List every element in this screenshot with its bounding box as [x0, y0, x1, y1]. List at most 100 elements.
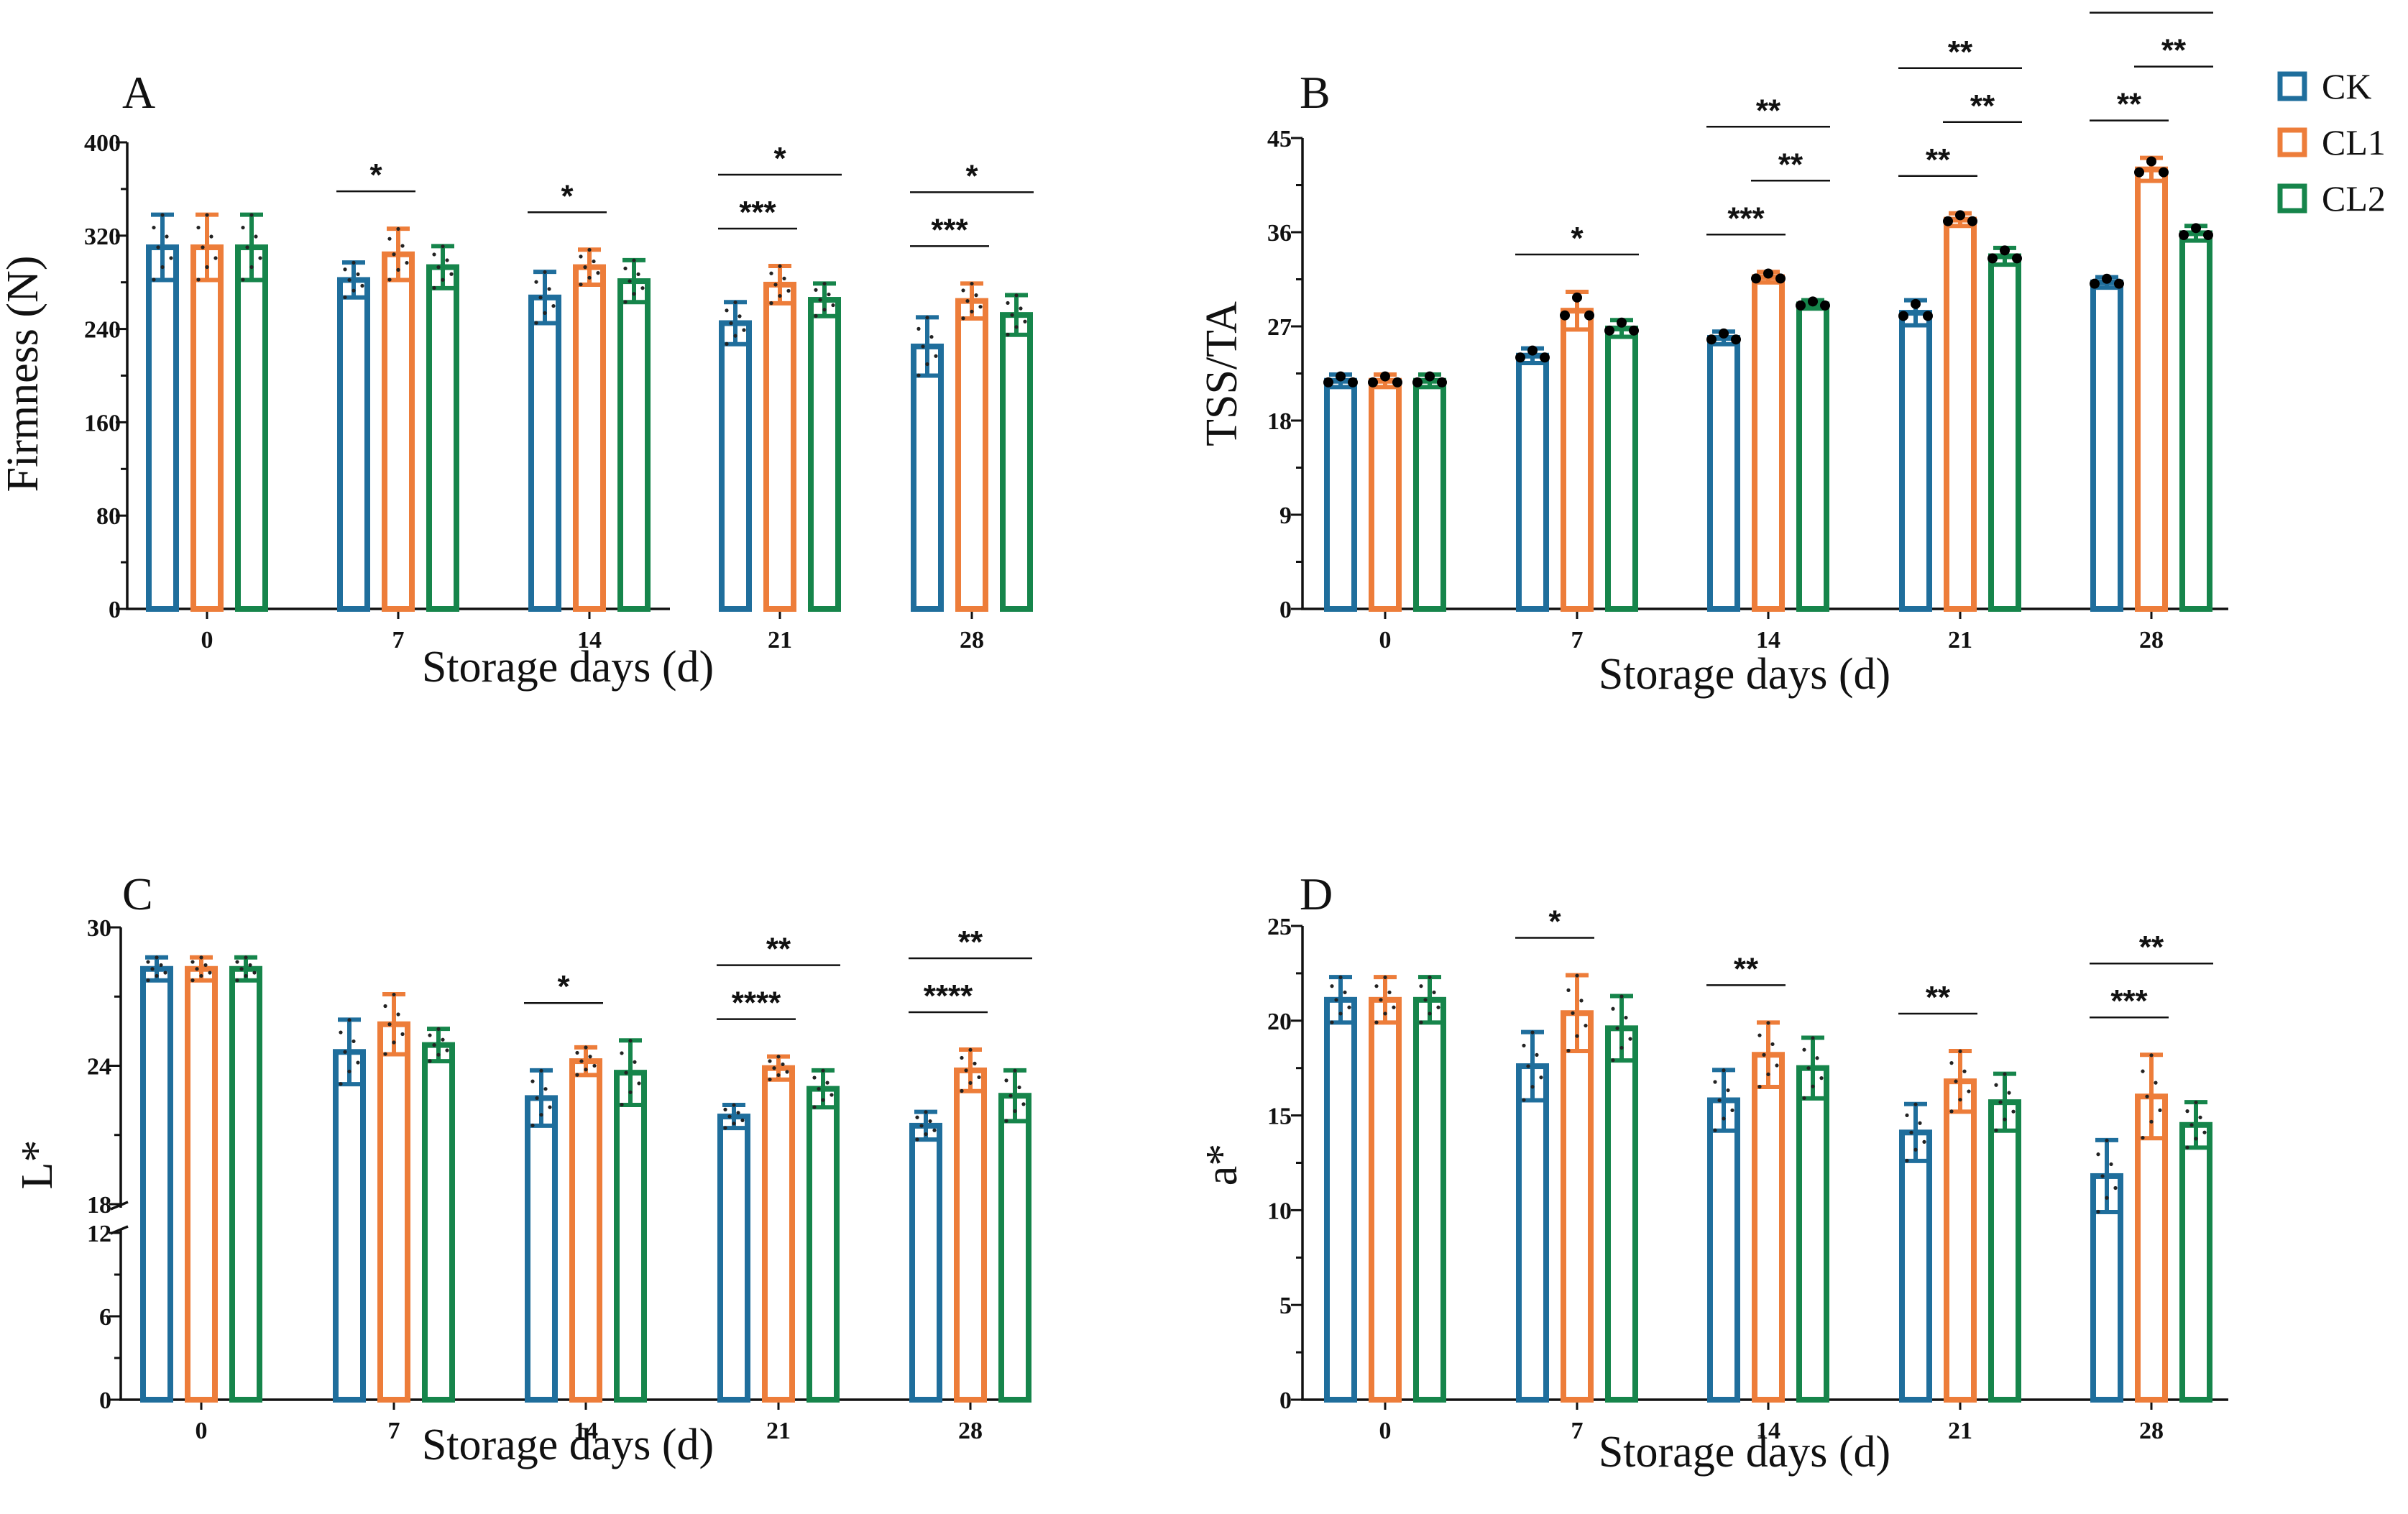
data-point: [1802, 1096, 1806, 1101]
bar: [1324, 996, 1357, 1403]
data-point: [970, 309, 974, 313]
data-point: [2198, 1115, 2202, 1119]
data-point: [1425, 371, 1435, 382]
data-point: [2003, 1072, 2007, 1076]
data-point: [150, 967, 155, 971]
data-point: [392, 1040, 396, 1045]
y-tick-label: 0: [99, 1387, 111, 1414]
data-point: [245, 245, 249, 249]
data-point: [239, 967, 244, 971]
x-axis-title: Storage days (d): [422, 643, 714, 692]
data-point: [2141, 1069, 2145, 1073]
data-point: [1348, 377, 1358, 387]
data-point: [201, 245, 205, 249]
data-point: [1347, 1005, 1351, 1009]
data-point: [1770, 1042, 1775, 1047]
data-point: [628, 1090, 633, 1094]
y-tick-label: 0: [1279, 1387, 1292, 1414]
bar: [1561, 308, 1594, 612]
data-point: [772, 1066, 776, 1070]
data-point: [575, 1073, 579, 1077]
significance-label: *: [561, 178, 574, 214]
data-point: [392, 992, 396, 997]
data-point: [551, 303, 556, 308]
data-point: [2149, 1053, 2154, 1057]
bar: [1707, 1097, 1740, 1403]
data-point: [1762, 1052, 1766, 1057]
y-tick-label: 320: [84, 224, 121, 250]
data-point: [1368, 377, 1378, 387]
data-point: [436, 265, 441, 270]
data-point: [258, 256, 262, 260]
data-point: [592, 1063, 597, 1068]
data-point: [1336, 371, 1346, 382]
data-point: [356, 1060, 360, 1065]
data-point: [1380, 371, 1390, 382]
data-point: [199, 955, 203, 960]
data-point: [623, 300, 628, 304]
data-point: [965, 299, 970, 303]
significance-label: ****: [732, 986, 781, 1021]
data-point: [725, 341, 729, 347]
y-tick-label: 30: [87, 915, 111, 942]
data-point: [1802, 1047, 1806, 1052]
data-point: [628, 1039, 633, 1043]
data-point: [1913, 1147, 1918, 1152]
bar: [1605, 325, 1638, 612]
data-point: [432, 285, 436, 290]
x-tick-label: 14: [1756, 1418, 1780, 1444]
data-point: [203, 963, 208, 968]
x-tick-label: 7: [1571, 1418, 1584, 1444]
data-point: [1539, 1075, 1543, 1080]
y-tick-label: 9: [1279, 503, 1292, 529]
data-point: [387, 237, 392, 241]
data-point: [1811, 1036, 1815, 1040]
panel-letter: B: [1300, 67, 1331, 118]
data-point: [822, 281, 827, 286]
significance-label: ***: [2110, 983, 2148, 1019]
data-point: [732, 1121, 736, 1126]
data-point: [538, 295, 543, 300]
bar: [807, 1086, 840, 1403]
data-point: [534, 280, 538, 284]
data-point: [968, 1081, 973, 1085]
data-point: [244, 955, 248, 960]
y-tick-label: 0: [1279, 597, 1292, 623]
y-tick-label: 12: [87, 1221, 111, 1247]
y-tick-label: 10: [1267, 1198, 1292, 1224]
bar: [1000, 312, 1033, 612]
bar: [1899, 1129, 1932, 1403]
data-point: [768, 1059, 772, 1063]
x-tick-label: 21: [766, 1418, 791, 1444]
y-tick-label: 400: [84, 130, 121, 157]
data-point: [400, 244, 405, 248]
significance-label: **: [2139, 0, 2164, 14]
data-point: [547, 287, 551, 291]
data-point: [579, 254, 583, 259]
data-point: [814, 288, 818, 292]
x-tick-label: 21: [768, 627, 792, 653]
data-point: [205, 265, 209, 270]
data-point: [1766, 1021, 1770, 1025]
data-point: [235, 978, 239, 983]
panel-letter: C: [122, 868, 153, 919]
data-point: [1343, 990, 1347, 994]
data-point: [583, 265, 587, 270]
y-tick-label: 25: [1267, 914, 1292, 940]
data-point: [915, 1115, 919, 1119]
bar: [569, 1058, 602, 1403]
bar: [146, 244, 179, 612]
y-tick-label: 80: [96, 503, 121, 530]
data-point: [1943, 216, 1953, 226]
data-point: [2194, 1100, 2198, 1105]
x-tick-label: 14: [1756, 627, 1780, 653]
data-point: [778, 264, 782, 268]
data-point: [970, 281, 974, 286]
data-point: [1566, 988, 1571, 992]
data-point: [2185, 1109, 2189, 1114]
data-point: [812, 1105, 817, 1109]
bar: [614, 1070, 647, 1403]
data-point: [1437, 377, 1447, 387]
